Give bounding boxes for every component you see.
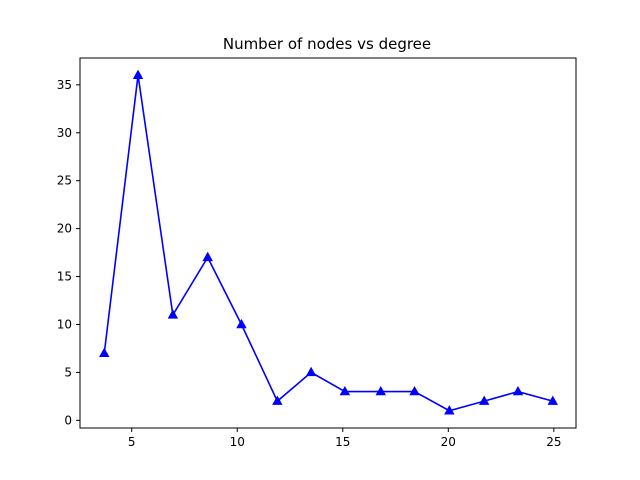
- data-point: [272, 395, 283, 405]
- y-tick-label: 30: [57, 126, 72, 140]
- x-tick-label: 10: [230, 435, 245, 449]
- y-tick-label: 10: [57, 317, 72, 331]
- y-tick-label: 5: [64, 365, 72, 379]
- data-point: [99, 347, 110, 357]
- y-tick-label: 0: [64, 413, 72, 427]
- x-tick-label: 25: [546, 435, 561, 449]
- data-point: [547, 395, 559, 405]
- axes-frame: [79, 57, 577, 429]
- y-tick-label: 20: [57, 222, 72, 236]
- data-point: [167, 309, 179, 319]
- y-tick-label: 35: [57, 78, 72, 92]
- data-point: [512, 385, 524, 396]
- y-tick-label: 25: [57, 174, 72, 188]
- data-point: [409, 385, 420, 396]
- data-point: [375, 385, 386, 396]
- data-point: [305, 366, 317, 377]
- data-point: [339, 385, 351, 396]
- y-tick-label: 15: [57, 270, 72, 284]
- plot-area: [99, 69, 559, 415]
- data-point: [132, 69, 144, 79]
- data-point: [444, 405, 455, 415]
- data-point: [236, 318, 247, 329]
- chart-title: Number of nodes vs degree: [223, 35, 431, 53]
- series-line: [103, 75, 553, 412]
- x-tick-label: 15: [335, 435, 350, 449]
- x-tick-label: 20: [441, 435, 456, 449]
- data-point: [478, 395, 490, 405]
- x-tick-label: 5: [128, 435, 136, 449]
- data-point: [202, 251, 213, 262]
